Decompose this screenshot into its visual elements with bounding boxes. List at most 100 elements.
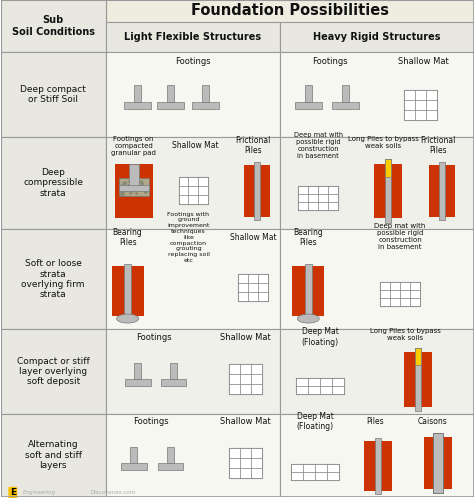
Bar	[106, 329, 280, 414]
Bar	[380, 282, 390, 290]
Bar	[258, 274, 268, 283]
Bar	[179, 177, 189, 186]
Bar	[332, 102, 359, 109]
Bar	[258, 283, 268, 292]
Bar	[426, 110, 437, 120]
Bar	[1, 414, 106, 497]
Bar	[229, 365, 240, 374]
Bar	[106, 52, 280, 136]
Text: Bearing
Piles: Bearing Piles	[293, 228, 323, 247]
Bar	[106, 136, 280, 230]
Bar	[308, 202, 318, 210]
Bar	[390, 282, 400, 290]
Bar	[134, 364, 141, 379]
Text: Shallow Mat: Shallow Mat	[220, 333, 271, 342]
Bar	[400, 282, 410, 290]
Bar	[305, 85, 312, 102]
Bar	[426, 90, 437, 100]
Text: Deep mat with
possible rigid
construction
in basement: Deep mat with possible rigid constructio…	[294, 132, 343, 159]
Bar	[1, 230, 106, 329]
Text: Deep
compressible
strata: Deep compressible strata	[23, 168, 83, 198]
Bar	[320, 378, 332, 386]
Text: Long Piles to bypass
weak soils: Long Piles to bypass weak soils	[370, 328, 440, 341]
Bar	[298, 186, 338, 210]
Bar	[248, 283, 258, 292]
Bar	[415, 348, 421, 411]
Bar	[400, 298, 410, 306]
Bar	[404, 352, 432, 407]
Bar	[280, 230, 474, 329]
Bar	[292, 464, 303, 472]
Bar	[303, 472, 315, 480]
Bar	[315, 464, 327, 472]
Bar	[404, 90, 437, 120]
Bar	[327, 464, 339, 472]
Bar	[179, 195, 189, 204]
Bar	[125, 379, 151, 386]
Bar	[439, 162, 445, 220]
Bar	[240, 365, 251, 374]
Bar	[229, 384, 240, 394]
Bar	[296, 386, 308, 394]
Text: Piles: Piles	[366, 417, 384, 426]
Bar	[229, 365, 262, 394]
Bar	[240, 458, 251, 468]
Bar	[292, 472, 303, 480]
Bar	[106, 22, 280, 52]
Bar	[251, 374, 262, 384]
Bar	[251, 458, 262, 468]
Bar	[199, 177, 209, 186]
Bar	[280, 414, 474, 497]
Text: Shallow Mat: Shallow Mat	[172, 141, 219, 150]
Bar	[426, 100, 437, 110]
Bar	[424, 437, 452, 489]
Bar	[296, 378, 308, 386]
Bar	[229, 448, 240, 458]
Text: Frictional
Piles: Frictional Piles	[236, 136, 271, 155]
Bar	[404, 90, 415, 100]
Bar	[130, 447, 137, 463]
Text: Engineering: Engineering	[23, 490, 56, 495]
Bar	[248, 274, 258, 283]
Bar	[318, 194, 328, 202]
Bar	[328, 202, 338, 210]
Bar	[429, 165, 455, 217]
Bar	[410, 298, 420, 306]
Text: Shallow Mat: Shallow Mat	[230, 233, 277, 242]
Bar	[1, 52, 106, 136]
Bar	[161, 379, 186, 386]
Bar	[385, 159, 391, 223]
Text: Deep mat with
possible rigid
construction
in basement: Deep mat with possible rigid constructio…	[374, 223, 426, 250]
Bar	[118, 185, 148, 191]
Text: Frictional
Piles: Frictional Piles	[420, 136, 456, 155]
Bar	[240, 374, 251, 384]
Text: Bearing
Piles: Bearing Piles	[113, 228, 143, 247]
Ellipse shape	[297, 314, 319, 323]
Bar	[248, 292, 258, 301]
Bar	[229, 468, 240, 478]
Bar	[111, 266, 144, 316]
Text: Long Piles to bypass
weak soils: Long Piles to bypass weak soils	[348, 136, 419, 149]
Bar	[115, 163, 153, 219]
Text: Discoveries.com: Discoveries.com	[91, 490, 136, 495]
Text: Compact or stiff
layer overlying
soft deposit: Compact or stiff layer overlying soft de…	[17, 357, 90, 386]
Text: Deep compact
or Stiff Soil: Deep compact or Stiff Soil	[20, 85, 86, 104]
Bar	[390, 298, 400, 306]
Bar	[296, 378, 344, 394]
Bar	[280, 52, 474, 136]
Bar	[238, 283, 248, 292]
Bar	[229, 374, 240, 384]
Text: Foundation Possibilities: Foundation Possibilities	[191, 3, 389, 18]
Bar	[328, 186, 338, 194]
Bar	[410, 290, 420, 298]
Bar	[106, 0, 474, 22]
Text: Shallow Mat: Shallow Mat	[398, 57, 448, 66]
Bar	[295, 102, 322, 109]
Bar	[305, 264, 312, 319]
Bar	[1, 329, 106, 414]
Bar	[238, 274, 268, 301]
Text: Soft or loose
strata
overlying firm
strata: Soft or loose strata overlying firm stra…	[21, 259, 85, 299]
Text: Caisons: Caisons	[417, 417, 447, 426]
Bar	[332, 386, 344, 394]
Bar	[179, 177, 209, 204]
